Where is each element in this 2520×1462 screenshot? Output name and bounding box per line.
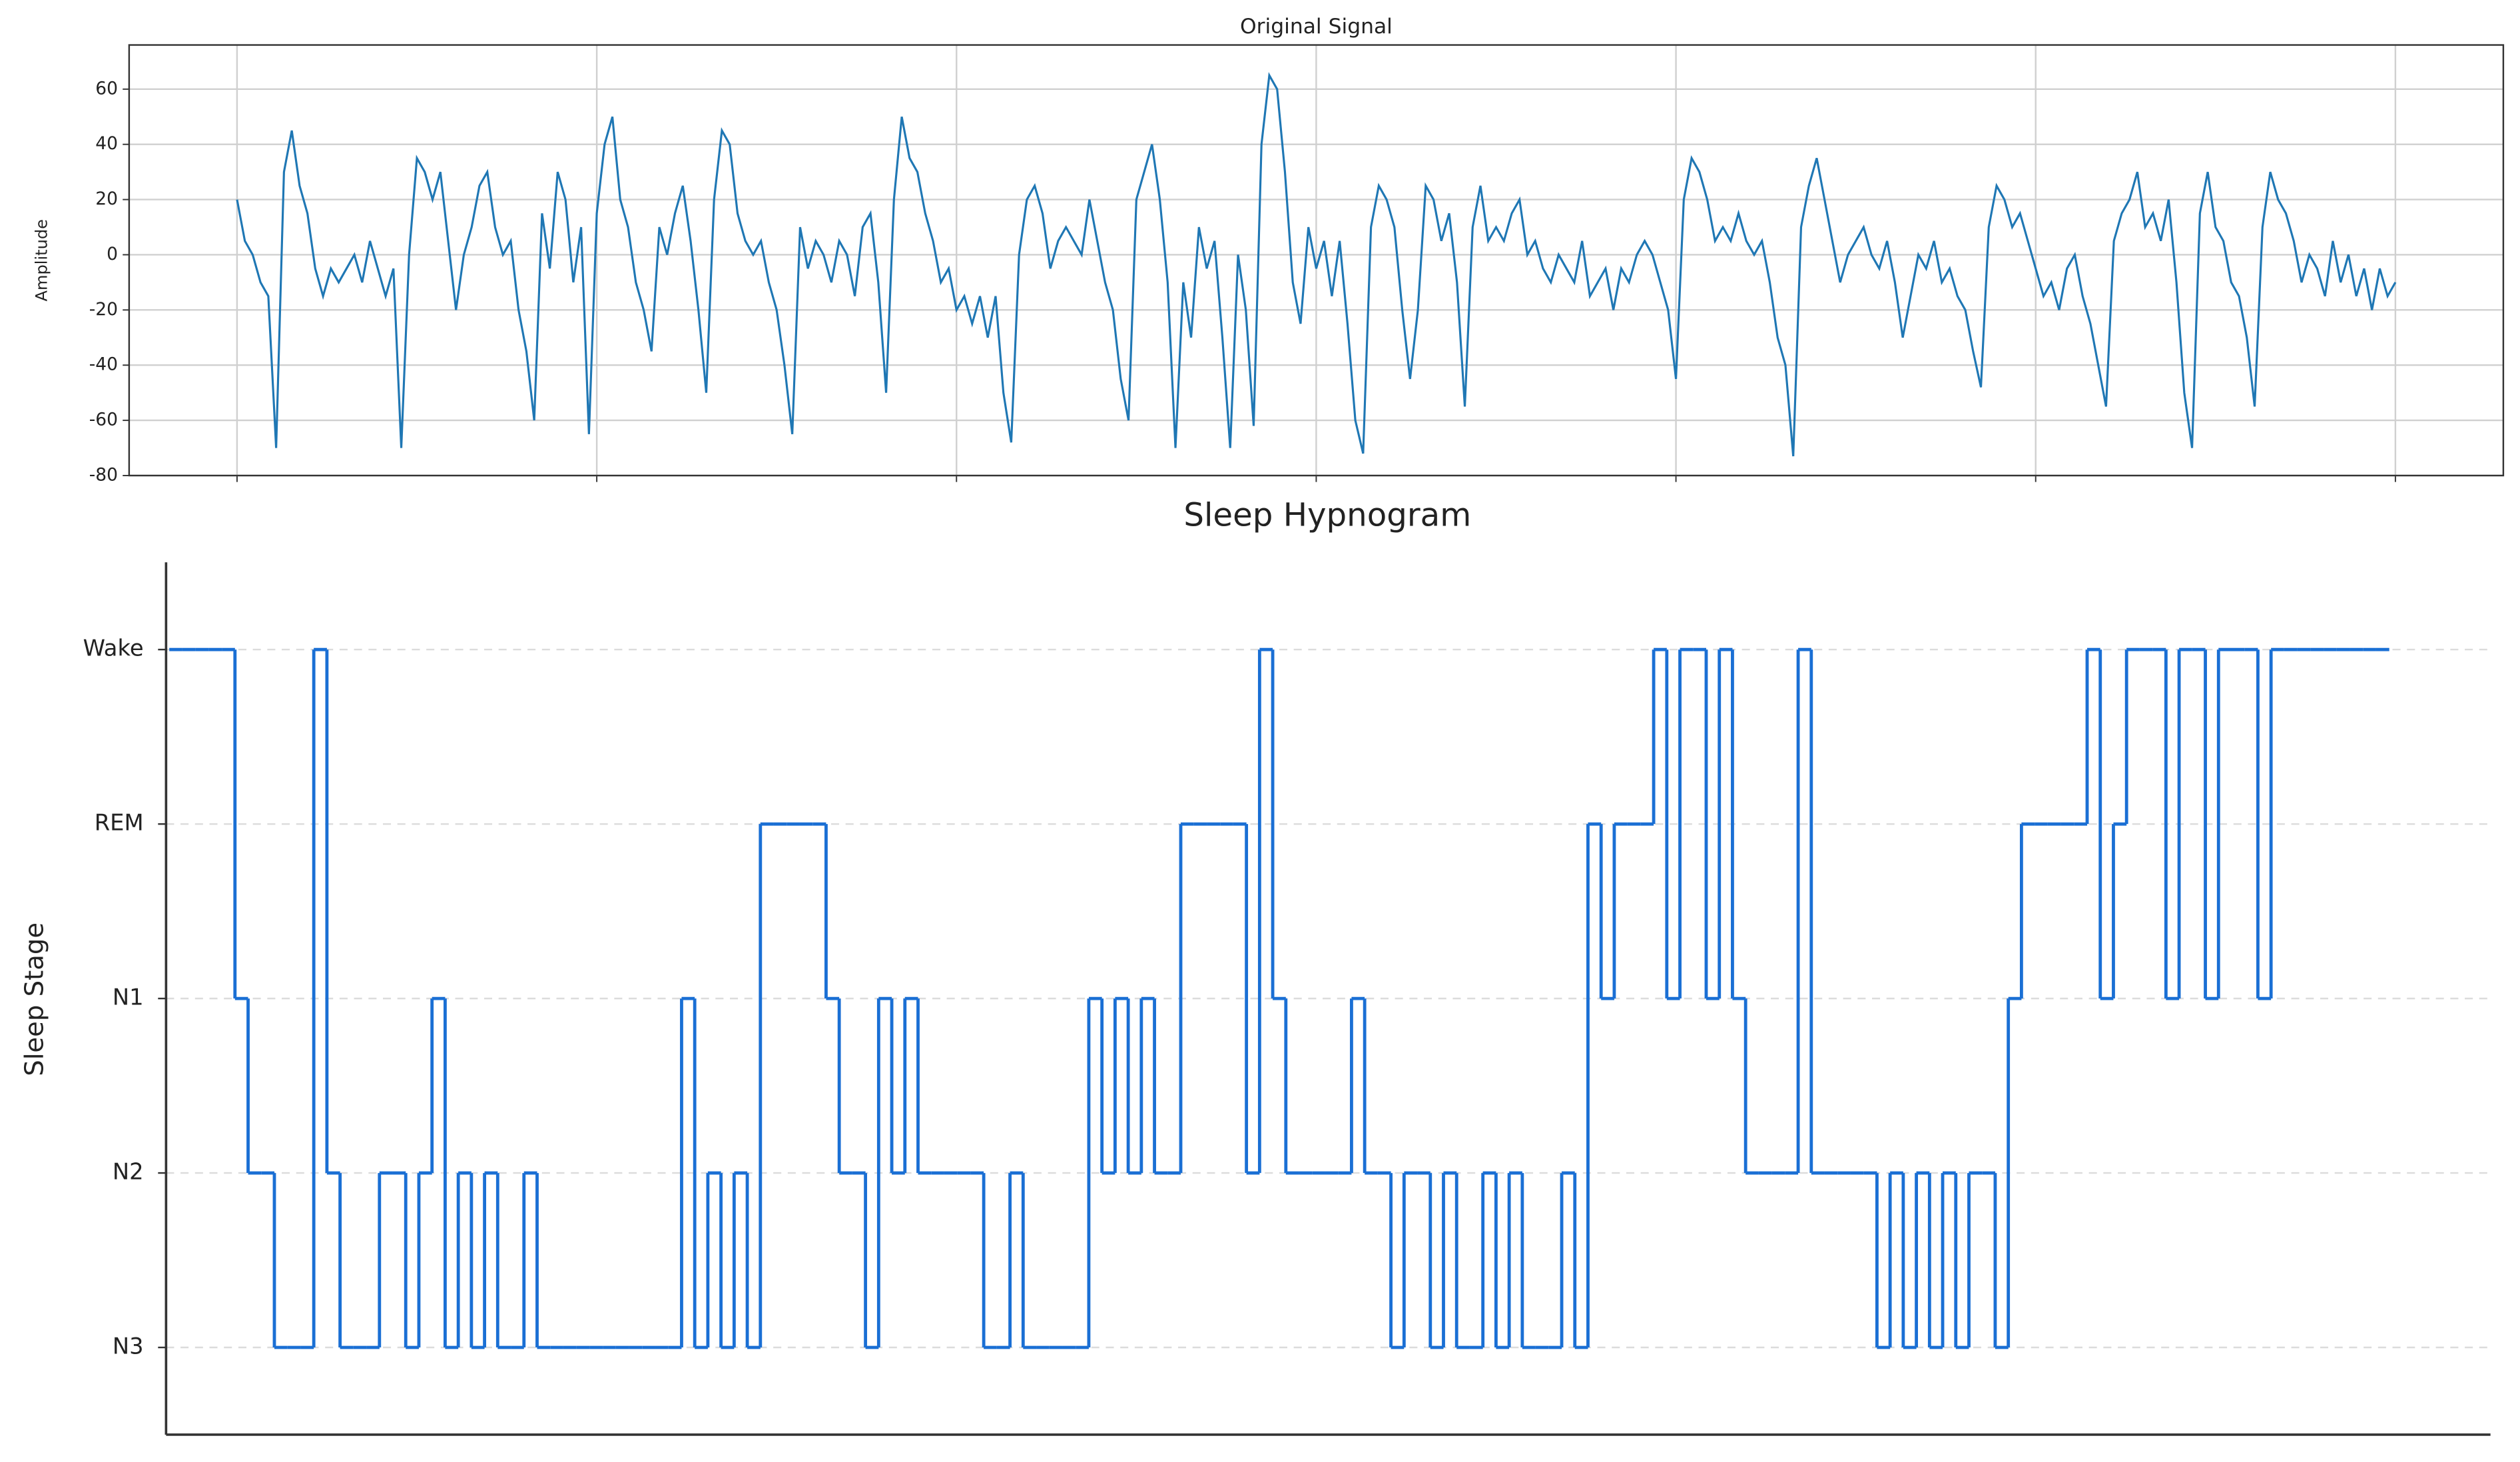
y-tick-label: -80 (89, 464, 118, 485)
y-tick-label: N3 (113, 1333, 144, 1359)
stage-transitions (233, 649, 2273, 1348)
chart-title: Sleep Hypnogram (1183, 497, 1471, 534)
y-tick-label: N1 (113, 984, 144, 1010)
y-tick-label: -20 (89, 299, 118, 320)
y-tick-label: N2 (113, 1159, 144, 1185)
y-axis-label: Sleep Stage (19, 922, 49, 1076)
y-tick-label: -60 (89, 410, 118, 430)
y-tick-label: Wake (83, 635, 144, 661)
y-tick-label: 60 (95, 78, 118, 99)
y-tick-label: REM (95, 810, 144, 836)
y-tick-label: 40 (95, 133, 118, 154)
y-tick-label: 0 (107, 244, 118, 264)
y-axis-label: Amplitude (33, 219, 51, 302)
y-tick-label: -40 (89, 354, 118, 375)
y-tick-label: 20 (95, 188, 118, 209)
signal-line (236, 72, 2397, 457)
plot-frame (128, 44, 2505, 477)
chart-title: Original Signal (1240, 15, 1393, 39)
